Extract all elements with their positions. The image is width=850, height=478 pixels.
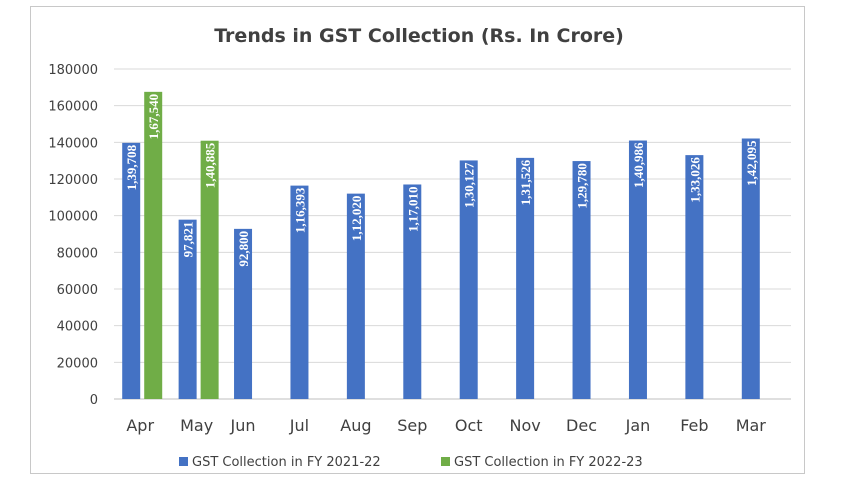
x-category-label: Mar: [736, 416, 767, 435]
bar-fy-2021-22: [516, 157, 535, 399]
data-label: 92,800: [236, 231, 251, 267]
y-tick-label: 80000: [57, 246, 98, 261]
data-label: 1,40,885: [203, 142, 218, 188]
bar-fy-2022-23: [200, 140, 219, 400]
y-tick-label: 100000: [48, 210, 98, 225]
bar-fy-2021-22: [628, 140, 647, 399]
x-category-label: Dec: [566, 416, 597, 435]
x-category-label: Nov: [510, 416, 541, 435]
x-category-label: Jan: [625, 416, 651, 435]
bar-fy-2021-22: [178, 219, 197, 399]
bar-fy-2022-23: [144, 91, 163, 400]
bar-fy-2021-22: [685, 155, 704, 399]
data-label: 1,30,127: [462, 162, 477, 208]
x-category-label: Aug: [340, 416, 371, 435]
chart-title: Trends in GST Collection (Rs. In Crore): [214, 25, 624, 47]
x-axis-categories: Apr May Jun Jul Aug Sep Oct Nov Dec Jan Feb Mar: [126, 416, 766, 435]
data-label: 1,33,026: [687, 157, 702, 203]
bar-fy-2021-22: [234, 228, 253, 399]
bar-fy-2021-22: [346, 193, 365, 399]
bar-fy-2021-22: [741, 138, 760, 399]
legend-label-fy-2021-22: GST Collection in FY 2021-22: [192, 455, 381, 470]
gridlines: [114, 68, 791, 400]
bar-fy-2021-22: [403, 184, 422, 399]
data-label: 1,29,780: [575, 163, 590, 209]
bar-fy-2021-22: [572, 161, 591, 399]
legend-label-fy-2022-23: GST Collection in FY 2022-23: [454, 455, 643, 470]
data-label: 1,17,010: [405, 186, 420, 232]
data-label: 1,40,986: [631, 142, 646, 188]
x-category-label: Sep: [397, 416, 427, 435]
x-category-label: May: [180, 416, 213, 435]
y-tick-label: 0: [90, 393, 98, 408]
y-tick-label: 180000: [48, 63, 98, 78]
y-tick-label: 140000: [48, 136, 98, 151]
y-tick-label: 20000: [57, 356, 98, 371]
bars: [122, 91, 760, 400]
data-label: 97,821: [181, 222, 196, 258]
x-category-label: Oct: [455, 416, 483, 435]
y-axis-ticks: 0 20000 40000 60000 80000 100000 120000 140000 1…: [48, 63, 98, 408]
bar-fy-2021-22: [290, 185, 309, 399]
legend-swatch-fy-2022-23: [441, 457, 450, 466]
legend-swatch-fy-2021-22: [179, 457, 188, 466]
data-label: 1,31,526: [518, 159, 533, 205]
chart-frame: Trends in GST Collection (Rs. In Crore) …: [30, 6, 805, 474]
data-label: 1,67,540: [146, 94, 161, 140]
y-tick-label: 40000: [57, 320, 98, 335]
data-labels: 1,39,708 1,67,540 97,821 1,40,885 92,800 1,16…: [124, 94, 759, 267]
data-label: 1,16,393: [292, 187, 307, 233]
x-category-label: Jul: [289, 416, 309, 435]
y-tick-label: 60000: [57, 283, 98, 298]
y-tick-label: 160000: [48, 100, 98, 115]
x-category-label: Apr: [126, 416, 154, 435]
chart-svg: Trends in GST Collection (Rs. In Crore) …: [48, 25, 791, 470]
legend: GST Collection in FY 2021-22 GST Collecti…: [179, 455, 643, 470]
x-category-label: Jun: [230, 416, 256, 435]
x-category-label: Feb: [680, 416, 708, 435]
data-label: 1,39,708: [124, 144, 139, 190]
bar-fy-2021-22: [459, 160, 478, 399]
y-tick-label: 120000: [48, 173, 98, 188]
data-label: 1,12,020: [349, 196, 364, 242]
data-label: 1,42,095: [744, 140, 759, 186]
bar-fy-2021-22: [122, 142, 141, 400]
